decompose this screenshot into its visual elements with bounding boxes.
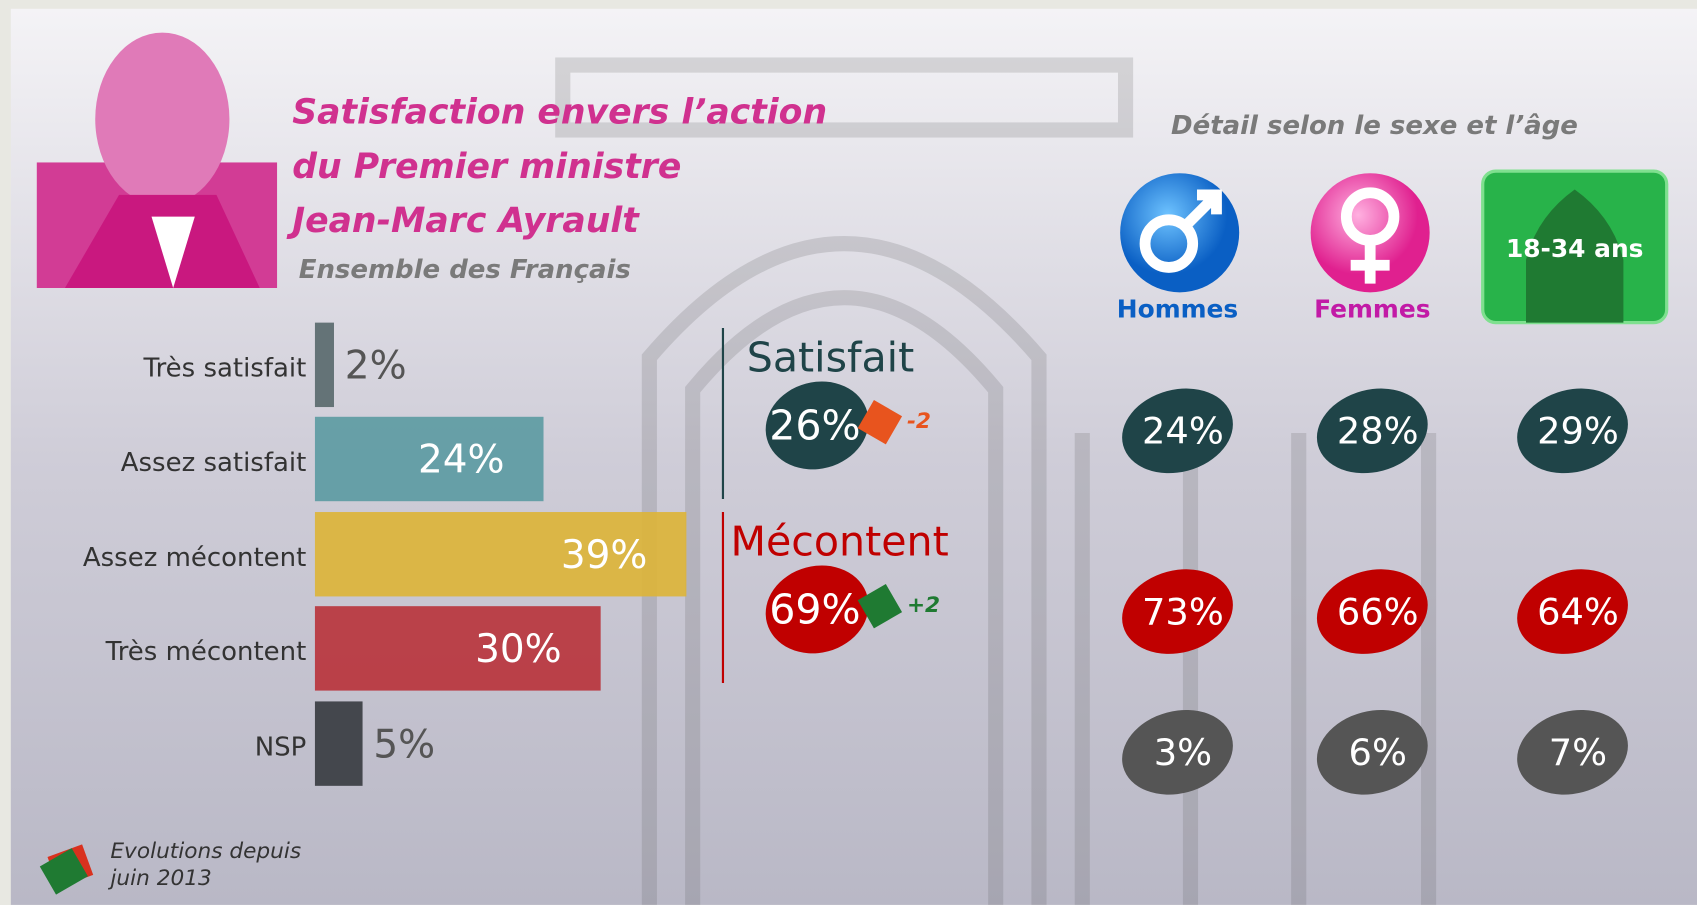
breakdown-value: 66% [1337, 590, 1419, 633]
category-label: NSP [255, 732, 307, 762]
breakdown-value: 7% [1549, 731, 1607, 774]
change-arrow [857, 400, 903, 445]
breakdown-bubble [1316, 569, 1428, 654]
breakdown-bubble [1122, 569, 1233, 654]
breakdown-bubble [1517, 709, 1628, 795]
summary-name: Mécontent [731, 517, 949, 565]
change-label: -2 [907, 409, 931, 434]
category-label: Très mécontent [105, 637, 307, 667]
category-label: Assez satisfait [121, 448, 307, 478]
title-line: Jean-Marc Ayrault [286, 201, 640, 241]
portrait [36, 32, 278, 288]
title-line: du Premier ministre [292, 147, 681, 187]
male-icon [1120, 173, 1240, 293]
breakdown-value: 24% [1142, 410, 1224, 453]
category-label: Très satisfait [143, 354, 307, 384]
bar-value-label: 5% [373, 722, 435, 767]
breakdown-bubble [1316, 388, 1428, 474]
legend [39, 844, 94, 895]
change-label: +2 [907, 593, 940, 618]
breakdown-value: 73% [1142, 590, 1224, 633]
bar [314, 606, 601, 691]
summary-bubble [765, 565, 869, 654]
breakdown-bubble [1122, 709, 1233, 795]
legend-text: Evolutions depuis [110, 839, 301, 864]
bar [314, 701, 363, 786]
summary-value: 69% [769, 586, 860, 634]
breakdown-bubble [1517, 388, 1628, 474]
group-label: 18-34 ans [1506, 234, 1644, 263]
female-icon [1310, 173, 1430, 293]
bar [314, 416, 544, 502]
breakdown-value: 64% [1537, 590, 1619, 633]
age-icon [1481, 169, 1669, 325]
group-label: Hommes [1117, 295, 1238, 324]
subtitle: Ensemble des Français [299, 255, 631, 285]
summary-bubble [765, 381, 869, 470]
bar [314, 512, 687, 597]
breakdown-value: 29% [1537, 410, 1619, 453]
group-label: Femmes [1314, 295, 1430, 324]
bar-value-label: 30% [475, 627, 562, 672]
category-label: Assez mécontent [83, 543, 306, 573]
breakdown-value: 6% [1349, 731, 1407, 774]
bar-value-label: 24% [418, 438, 505, 483]
breakdown-value: 3% [1154, 731, 1212, 774]
breakdown-bubble [1517, 569, 1628, 654]
legend-text: juin 2013 [107, 866, 211, 891]
breakdown-title: Détail selon le sexe et l’âge [1171, 111, 1578, 141]
summary-value: 26% [769, 402, 860, 450]
summary-name: Satisfait [747, 334, 914, 382]
breakdown-value: 28% [1337, 410, 1419, 453]
breakdown-bubble [1122, 388, 1233, 474]
bar [314, 322, 334, 408]
bar-value-label: 39% [561, 533, 648, 578]
bar-value-label: 2% [345, 344, 407, 389]
change-arrow [857, 584, 903, 629]
title-line: Satisfaction envers l’action [292, 93, 827, 133]
breakdown-bubble [1316, 709, 1428, 795]
